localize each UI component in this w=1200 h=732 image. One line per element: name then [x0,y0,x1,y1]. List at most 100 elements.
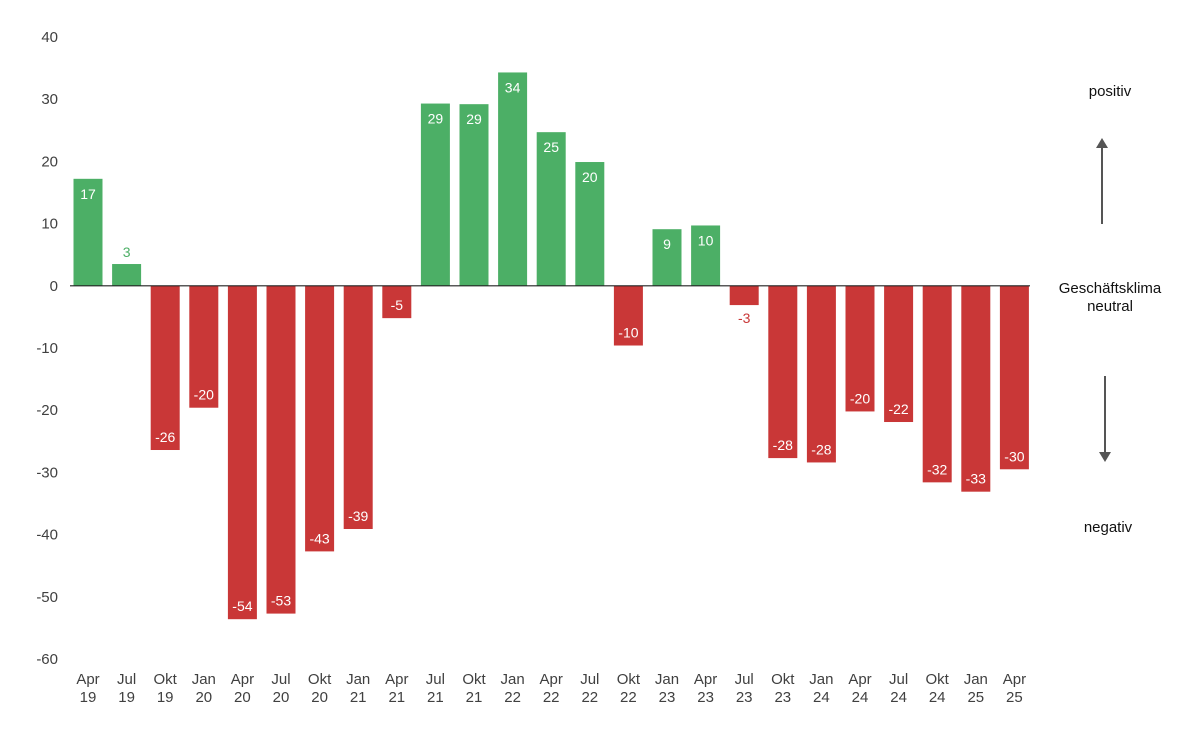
x-tick-label-month: Okt [617,671,641,688]
y-tick-label: -30 [36,464,58,481]
data-label: -3 [738,310,751,326]
bar [922,285,952,483]
data-label: -22 [888,401,908,417]
bars [73,72,1029,620]
x-tick-label-year: 20 [273,689,290,706]
bar [845,285,875,412]
y-axis-ticks: 40 30 20 10 0 -10 -20 -30 -40 -50 -60 [36,29,58,668]
data-label: -28 [811,441,831,457]
bar [420,103,450,286]
x-tick-label-month: Jul [271,671,290,688]
data-label: -54 [232,598,252,614]
data-label: -32 [927,461,947,477]
x-tick-label-month: Apr [848,671,871,688]
x-tick-label-month: Jan [964,671,988,688]
x-tick-label-year: 20 [234,689,251,706]
x-tick-label-month: Jan [192,671,216,688]
bar [189,285,219,408]
bar [305,285,335,552]
bar [150,285,180,451]
x-tick-label-year: 21 [427,689,444,706]
data-label: 10 [698,232,714,248]
data-label: 9 [663,236,671,252]
data-label: 17 [80,186,96,202]
x-tick-label-year: 22 [620,689,637,706]
x-tick-label-year: 25 [967,689,984,706]
arrow-down-icon [1104,376,1106,454]
bar [343,285,373,530]
bar [691,225,721,286]
annotation-neutral-line1: Geschäftsklima [1058,280,1162,297]
x-tick-label-month: Jan [809,671,833,688]
x-tick-label-month: Apr [385,671,408,688]
x-tick-label-month: Jan [655,671,679,688]
data-label: -53 [271,593,291,609]
x-tick-label-year: 24 [929,689,946,706]
bar [575,162,605,286]
x-tick-label-month: Jan [501,671,525,688]
annotation-neutral: Geschäftsklima neutral [1040,280,1180,316]
data-label: 29 [466,111,482,127]
x-tick-label-month: Jul [735,671,754,688]
data-label: -10 [618,325,638,341]
bar [961,285,991,492]
bar [652,229,682,286]
x-tick-label-month: Apr [76,671,99,688]
bar [536,132,566,286]
bar [382,285,412,319]
data-label: -26 [155,429,175,445]
bar [613,285,643,346]
x-tick-label-month: Jul [580,671,599,688]
x-axis-labels: Apr19Jul19Okt19Jan20Apr20Jul20Okt20Jan21… [76,671,1026,706]
x-tick-label-year: 24 [852,689,869,706]
data-label: -5 [391,297,404,313]
bar [73,178,103,286]
x-tick-label-month: Jul [426,671,445,688]
data-label: 20 [582,169,598,185]
x-tick-label-year: 21 [350,689,367,706]
bar [266,285,296,614]
x-tick-label-year: 24 [813,689,830,706]
x-tick-label-month: Apr [694,671,717,688]
annotation-neutral-line2: neutral [1087,298,1133,315]
bar [768,285,798,459]
x-tick-label-year: 22 [581,689,598,706]
data-label: 29 [428,111,444,127]
x-tick-label-month: Apr [231,671,254,688]
x-tick-label-year: 25 [1006,689,1023,706]
x-tick-label-month: Okt [154,671,178,688]
x-tick-label-year: 24 [890,689,907,706]
data-label: -20 [850,390,870,406]
x-tick-label-month: Apr [540,671,563,688]
data-label: -43 [309,530,329,546]
x-tick-label-year: 21 [388,689,405,706]
x-tick-label-month: Jul [889,671,908,688]
x-tick-label-month: Okt [308,671,332,688]
data-label: -30 [1004,448,1024,464]
x-tick-label-year: 23 [659,689,676,706]
y-tick-label: 40 [41,29,58,46]
y-tick-label: -50 [36,589,58,606]
data-label: 34 [505,79,521,95]
x-tick-label-year: 22 [543,689,560,706]
x-tick-label-year: 22 [504,689,521,706]
y-tick-label: -20 [36,402,58,419]
x-tick-label-year: 23 [697,689,714,706]
x-tick-label-month: Jul [117,671,136,688]
x-tick-label-month: Okt [462,671,486,688]
x-tick-label-year: 19 [118,689,135,706]
x-tick-label-year: 21 [466,689,483,706]
y-tick-label: 0 [50,278,58,295]
x-tick-label-year: 19 [157,689,174,706]
y-tick-label: -10 [36,340,58,357]
y-tick-label: 30 [41,91,58,108]
x-tick-label-month: Jan [346,671,370,688]
data-label: -39 [348,508,368,524]
y-tick-label: -60 [36,651,58,668]
arrow-up-icon [1101,146,1103,224]
x-tick-label-month: Apr [1003,671,1026,688]
x-tick-label-year: 20 [195,689,212,706]
y-tick-label: 10 [41,216,58,233]
bar [227,285,257,620]
